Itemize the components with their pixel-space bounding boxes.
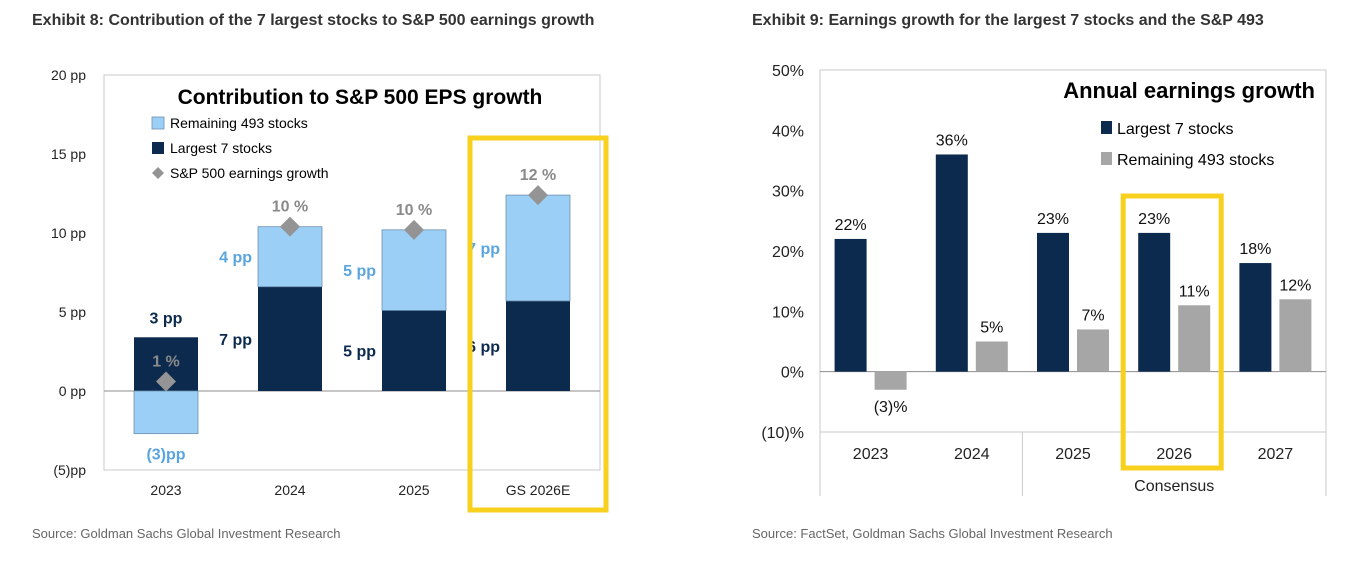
y-tick-label: 10% xyxy=(772,304,804,321)
total-value-label: 12 % xyxy=(520,167,556,184)
total-value-label: 1 % xyxy=(152,354,180,371)
exhibit-8-title: Exhibit 8: Contribution of the 7 largest… xyxy=(32,12,595,29)
remaining-value-label: 4 pp xyxy=(219,250,252,267)
legend-label-remaining: Remaining 493 stocks xyxy=(1117,152,1274,169)
bar-remaining-493 xyxy=(1077,329,1109,372)
legend-label-largest: Largest 7 stocks xyxy=(1117,121,1234,138)
plot-border xyxy=(103,74,601,471)
remaining-value-label: (3)% xyxy=(874,399,908,416)
x-tick-label: GS 2026E xyxy=(506,482,571,498)
highlight-box xyxy=(1120,193,1224,471)
y-tick-label: 20% xyxy=(772,244,804,261)
y-tick-label: (10)% xyxy=(761,425,804,442)
bar-largest-7 xyxy=(258,286,322,391)
y-tick-label: 10 pp xyxy=(51,225,86,241)
x-tick-label: 2023 xyxy=(150,482,181,498)
largest-value-label: 6 pp xyxy=(467,339,500,356)
x-tick-label: 2027 xyxy=(1258,446,1294,463)
bar-remaining-493 xyxy=(381,229,447,311)
bar-largest-7 xyxy=(1037,232,1069,372)
bar-largest-7 xyxy=(935,154,968,372)
largest-value-label: 22% xyxy=(835,217,867,234)
y-tick-label: 50% xyxy=(772,63,804,80)
x-tick-label: 2024 xyxy=(274,482,305,498)
legend-swatch-total xyxy=(152,167,164,179)
legend-swatch-remaining xyxy=(1101,152,1112,165)
legend-swatch-largest xyxy=(152,142,164,154)
y-tick-label: 5 pp xyxy=(59,304,86,320)
largest-value-label: 7 pp xyxy=(219,332,252,349)
bar-remaining-493 xyxy=(257,226,323,288)
x-tick-label: 2023 xyxy=(853,446,889,463)
y-tick-label: 30% xyxy=(772,184,804,201)
bar-remaining-493 xyxy=(1178,305,1211,372)
exhibit-9-source: Source: FactSet, Goldman Sachs Global In… xyxy=(752,526,1113,541)
bar-largest-7 xyxy=(1138,232,1171,372)
largest-value-label: 3 pp xyxy=(150,310,183,327)
total-value-label: 10 % xyxy=(396,202,432,219)
contribution-chart: (5)pp 0 pp 5 pp 10 pp 15 pp 20 pp 2023 2024 2025… xyxy=(51,67,609,513)
remaining-value-label: 5% xyxy=(980,320,1003,337)
remaining-value-label: 7% xyxy=(1081,307,1104,324)
highlight-box xyxy=(467,135,609,513)
remaining-value-label: 7 pp xyxy=(467,241,500,258)
remaining-value-label: 11% xyxy=(1179,283,1210,300)
largest-value-label: 23% xyxy=(1037,211,1069,228)
total-growth-diamond xyxy=(528,185,548,206)
legend-swatch-largest xyxy=(1101,121,1112,134)
bar-largest-7 xyxy=(382,310,446,391)
legend-swatch-remaining xyxy=(151,116,165,130)
total-growth-diamond xyxy=(280,216,300,237)
y-tick-label: 20 pp xyxy=(51,67,86,83)
largest-value-label: 23% xyxy=(1138,211,1170,228)
y-tick-label: (5)pp xyxy=(53,462,86,478)
legend-label-remaining: Remaining 493 stocks xyxy=(170,115,308,131)
bar-remaining-493 xyxy=(975,341,1008,372)
x-tick-label: 2024 xyxy=(954,446,990,463)
chart-title: Annual earnings growth xyxy=(1063,78,1315,103)
largest-value-label: 5 pp xyxy=(343,344,376,361)
bar-remaining-493 xyxy=(874,371,907,390)
y-tick-label: 40% xyxy=(772,123,804,140)
total-growth-diamond xyxy=(404,219,424,240)
remaining-value-label: (3)pp xyxy=(146,447,185,464)
bar-remaining-493 xyxy=(133,390,199,435)
remaining-value-label: 5 pp xyxy=(343,263,376,280)
legend-label-total: S&P 500 earnings growth xyxy=(170,165,329,181)
largest-value-label: 36% xyxy=(936,132,968,149)
x-tick-label: 2025 xyxy=(398,482,429,498)
bar-largest-7 xyxy=(506,300,570,391)
bar-largest-7 xyxy=(1239,263,1272,372)
total-value-label: 10 % xyxy=(272,199,308,216)
largest-value-label: 18% xyxy=(1239,241,1271,258)
plot-border xyxy=(819,69,1327,433)
remaining-value-label: 12% xyxy=(1279,277,1311,294)
exhibit-8-source: Source: Goldman Sachs Global Investment … xyxy=(32,526,341,541)
exhibit-9-title: Exhibit 9: Earnings growth for the large… xyxy=(752,12,1264,29)
legend-label-largest: Largest 7 stocks xyxy=(170,140,272,156)
y-tick-label: 15 pp xyxy=(51,146,86,162)
y-tick-label: 0% xyxy=(781,365,804,382)
consensus-group-label: Consensus xyxy=(1134,478,1214,495)
y-tick-label: 0 pp xyxy=(59,383,86,399)
total-growth-diamond xyxy=(156,371,176,392)
x-tick-label: 2025 xyxy=(1055,446,1091,463)
chart-title: Contribution to S&P 500 EPS growth xyxy=(178,86,543,109)
x-tick-label: 2026 xyxy=(1156,446,1192,463)
bar-largest-7 xyxy=(834,238,867,372)
bar-remaining-493 xyxy=(1279,299,1312,372)
